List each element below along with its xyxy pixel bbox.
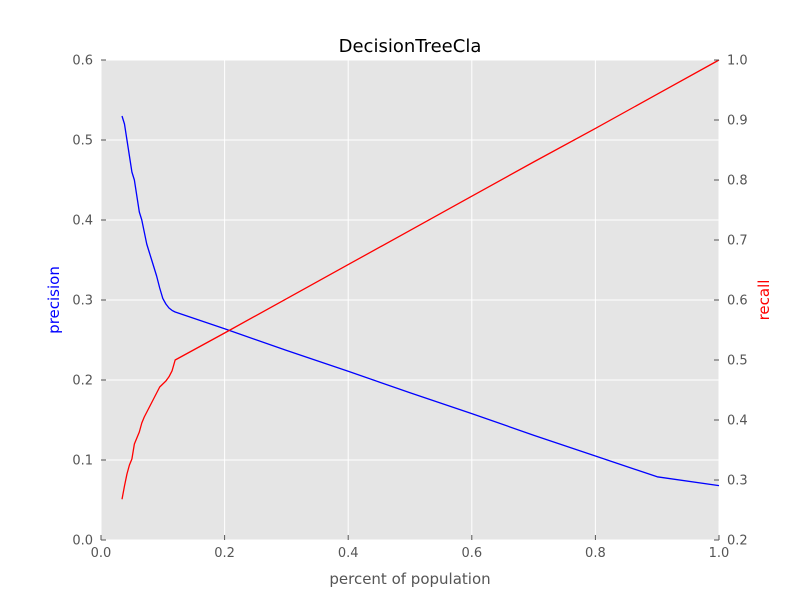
x-tick-label: 0.2 (214, 546, 235, 561)
tick-layer: 0.0 0.2 0.4 0.6 0.8 1.0 0.0 0.1 0.2 0.3 0.4 0.5 0.6 0… (72, 54, 747, 562)
y-tick-label: 0.1 (72, 454, 93, 469)
y-tick-label: 0.6 (72, 54, 93, 69)
y2-tick-label: 0.4 (727, 414, 748, 429)
y-tick-label: 0.4 (72, 214, 93, 229)
y2-tick-label: 1.0 (727, 54, 748, 69)
x-tick-label: 0.6 (461, 546, 482, 561)
y2-tick-label: 0.8 (727, 174, 748, 189)
y-tick-label: 0.3 (72, 294, 93, 309)
y2-tick-label: 0.6 (727, 294, 748, 309)
y-axis-label-precision: precision (45, 266, 63, 334)
y2-axis-label-recall: recall (755, 280, 773, 321)
recall-series-line (121, 59, 720, 500)
series-layer (121, 59, 720, 500)
x-tick-label: 0.8 (585, 546, 606, 561)
y-tick-label: 0.0 (72, 534, 93, 549)
y2-tick-label: 0.9 (727, 114, 748, 129)
x-tick-label: 1.0 (709, 546, 730, 561)
x-axis-label: percent of population (329, 570, 490, 588)
y2-tick-label: 0.7 (727, 234, 748, 249)
y2-tick-label: 0.2 (727, 534, 748, 549)
y-tick-label: 0.5 (72, 134, 93, 149)
grid-lines (100, 59, 720, 541)
y2-tick-label: 0.3 (727, 474, 748, 489)
chart-title: DecisionTreeCla (339, 36, 482, 57)
precision-series-line (121, 115, 720, 487)
x-tick-label: 0.4 (338, 546, 359, 561)
x-tick-label: 0.0 (91, 546, 112, 561)
y-tick-label: 0.2 (72, 374, 93, 389)
y2-tick-label: 0.5 (727, 354, 748, 369)
